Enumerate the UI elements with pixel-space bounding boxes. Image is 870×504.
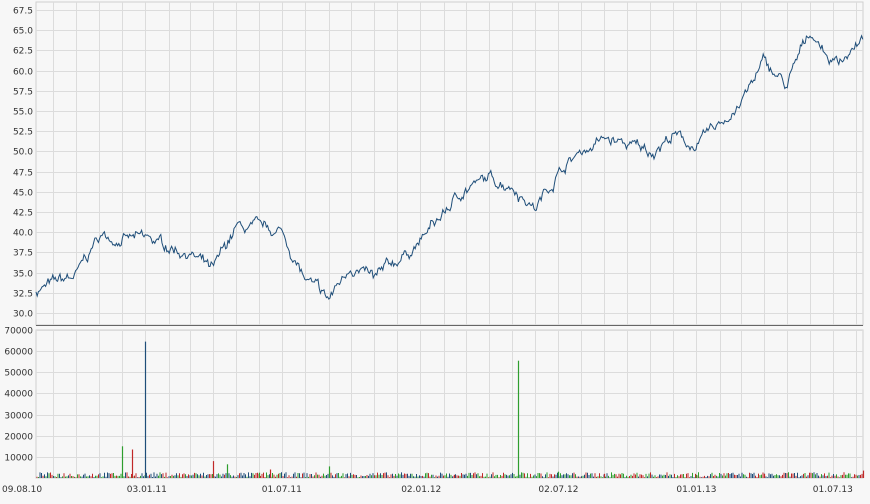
volume-tick-label: 50000 xyxy=(4,369,33,379)
price-tick-label: 35.0 xyxy=(13,270,33,280)
x-tick-label: 01.07.13 xyxy=(813,485,853,495)
price-tick-label: 32.5 xyxy=(13,290,33,300)
x-tick-label: 01.01.13 xyxy=(676,485,716,495)
price-tick-label: 40.0 xyxy=(13,229,33,239)
price-series-line xyxy=(35,34,864,300)
volume-tick-label: 10000 xyxy=(4,454,33,464)
price-tick-label: 45.0 xyxy=(13,189,33,199)
volume-tick-label: 70000 xyxy=(4,327,33,337)
x-tick-label: 01.07.11 xyxy=(262,485,302,495)
price-tick-label: 57.5 xyxy=(13,88,33,98)
volume-grid xyxy=(35,329,864,479)
x-tick-label: 03.01.11 xyxy=(127,485,167,495)
x-tick-label: 02.01.12 xyxy=(401,485,441,495)
volume-axis: 10000 20000 30000 40000 50000 60000 70000 xyxy=(4,327,33,464)
price-line-group xyxy=(35,34,864,300)
price-tick-label: 65.0 xyxy=(13,27,33,37)
price-axis: 30.0 32.5 35.0 37.5 40.0 42.5 45.0 47.5 50.0 52.5… xyxy=(13,7,33,320)
price-panel xyxy=(35,1,864,326)
volume-tick-label: 20000 xyxy=(4,433,33,443)
price-tick-label: 47.5 xyxy=(13,169,33,179)
volume-tick-label: 40000 xyxy=(4,390,33,400)
x-tick-label: 02.07.12 xyxy=(538,485,578,495)
price-tick-label: 67.5 xyxy=(13,7,33,17)
price-tick-label: 50.0 xyxy=(13,148,33,158)
volume-bars xyxy=(36,341,865,478)
price-grid xyxy=(35,1,864,326)
price-tick-label: 37.5 xyxy=(13,249,33,259)
volume-panel xyxy=(35,329,864,479)
volume-tick-label: 60000 xyxy=(4,348,33,358)
price-tick-label: 62.5 xyxy=(13,47,33,57)
price-tick-label: 55.0 xyxy=(13,108,33,118)
x-axis: 09.08.10 03.01.11 01.07.11 02.01.12 02.07.12… xyxy=(2,485,853,495)
price-tick-label: 30.0 xyxy=(13,310,33,320)
volume-tick-label: 30000 xyxy=(4,412,33,422)
price-tick-label: 60.0 xyxy=(13,68,33,78)
price-tick-label: 42.5 xyxy=(13,209,33,219)
price-tick-label: 52.5 xyxy=(13,128,33,138)
x-tick-label: 09.08.10 xyxy=(2,485,42,495)
